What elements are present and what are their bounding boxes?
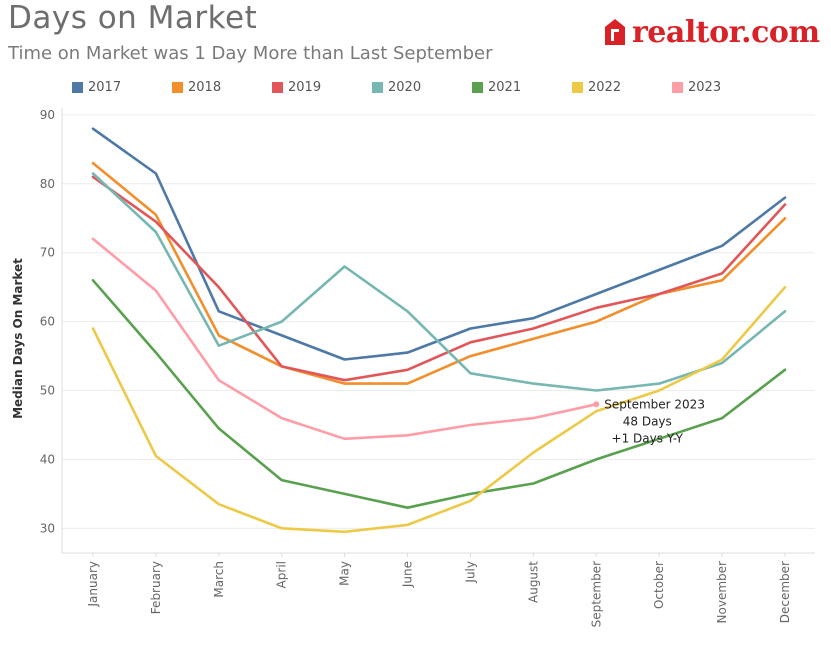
x-tick-label: August [526, 561, 540, 603]
series-line-2020 [91, 172, 787, 392]
y-tick-label: 30 [40, 521, 55, 535]
y-axis: 30 40 50 60 70 80 90 Median Days On Market [11, 108, 815, 554]
x-tick-label: December [778, 561, 792, 623]
y-tick-label: 70 [40, 246, 55, 260]
legend-swatch [672, 82, 683, 93]
legend-swatch [172, 82, 183, 93]
x-tick-label: April [275, 561, 289, 588]
legend-label: 2018 [188, 80, 222, 95]
legend-item-2019[interactable]: 2019 [272, 80, 372, 95]
legend-label: 2023 [688, 80, 722, 95]
legend-swatch [272, 82, 283, 93]
legend-swatch [472, 82, 483, 93]
x-tick-label: November [715, 561, 729, 623]
house-icon [605, 19, 625, 45]
y-tick-label: 60 [40, 315, 55, 329]
grid-lines [62, 114, 815, 529]
legend-swatch [72, 82, 83, 93]
x-tick-label: September [589, 561, 603, 627]
x-tick-label: January [86, 561, 100, 608]
annotation: September 2023 48 Days +1 Days Y-Y [593, 397, 705, 445]
series-line-2017 [91, 127, 787, 361]
series-line-2021 [91, 278, 787, 510]
y-tick-label: 40 [40, 452, 55, 466]
annotation-line: 48 Days [623, 414, 672, 428]
legend-item-2020[interactable]: 2020 [372, 80, 472, 95]
page-subtitle: Time on Market was 1 Day More than Last … [8, 43, 493, 64]
legend-item-2022[interactable]: 2022 [572, 80, 672, 95]
annotation-line: September 2023 [604, 397, 705, 411]
annotation-line: +1 Days Y-Y [612, 431, 684, 445]
y-tick-label: 90 [40, 108, 55, 122]
y-tick-label: 80 [40, 177, 55, 191]
legend-item-2018[interactable]: 2018 [172, 80, 272, 95]
x-tick-label: February [149, 561, 163, 614]
legend-item-2017[interactable]: 2017 [72, 80, 172, 95]
y-tick-label: 50 [40, 384, 55, 398]
legend-swatch [572, 82, 583, 93]
x-tick-label: May [338, 561, 352, 586]
legend-swatch [372, 82, 383, 93]
realtor-logo: realtor.com [604, 14, 820, 50]
series-line-2019 [91, 175, 787, 382]
series-lines [91, 127, 787, 534]
x-axis: January February March April May June July Augu… [86, 553, 792, 627]
legend-label: 2022 [588, 80, 622, 95]
legend-label: 2021 [488, 80, 522, 95]
legend-item-2021[interactable]: 2021 [472, 80, 572, 95]
series-line-2023 [91, 237, 598, 441]
legend-label: 2017 [88, 80, 122, 95]
logo-text: realtor.com [632, 14, 820, 50]
legend-item-2023[interactable]: 2023 [672, 80, 772, 95]
x-tick-label: March [212, 561, 226, 598]
annotation-point [593, 401, 600, 408]
legend-label: 2020 [388, 80, 422, 95]
x-tick-label: July [463, 561, 477, 584]
x-tick-label: October [652, 561, 666, 609]
x-tick-label: June [401, 561, 415, 588]
legend-label: 2019 [288, 80, 322, 95]
page-title: Days on Market [8, 0, 258, 36]
y-axis-title: Median Days On Market [11, 258, 25, 419]
series-line-2022 [91, 285, 787, 534]
chart-legend: 2017 2018 2019 2020 2021 2022 2023 [72, 80, 772, 95]
